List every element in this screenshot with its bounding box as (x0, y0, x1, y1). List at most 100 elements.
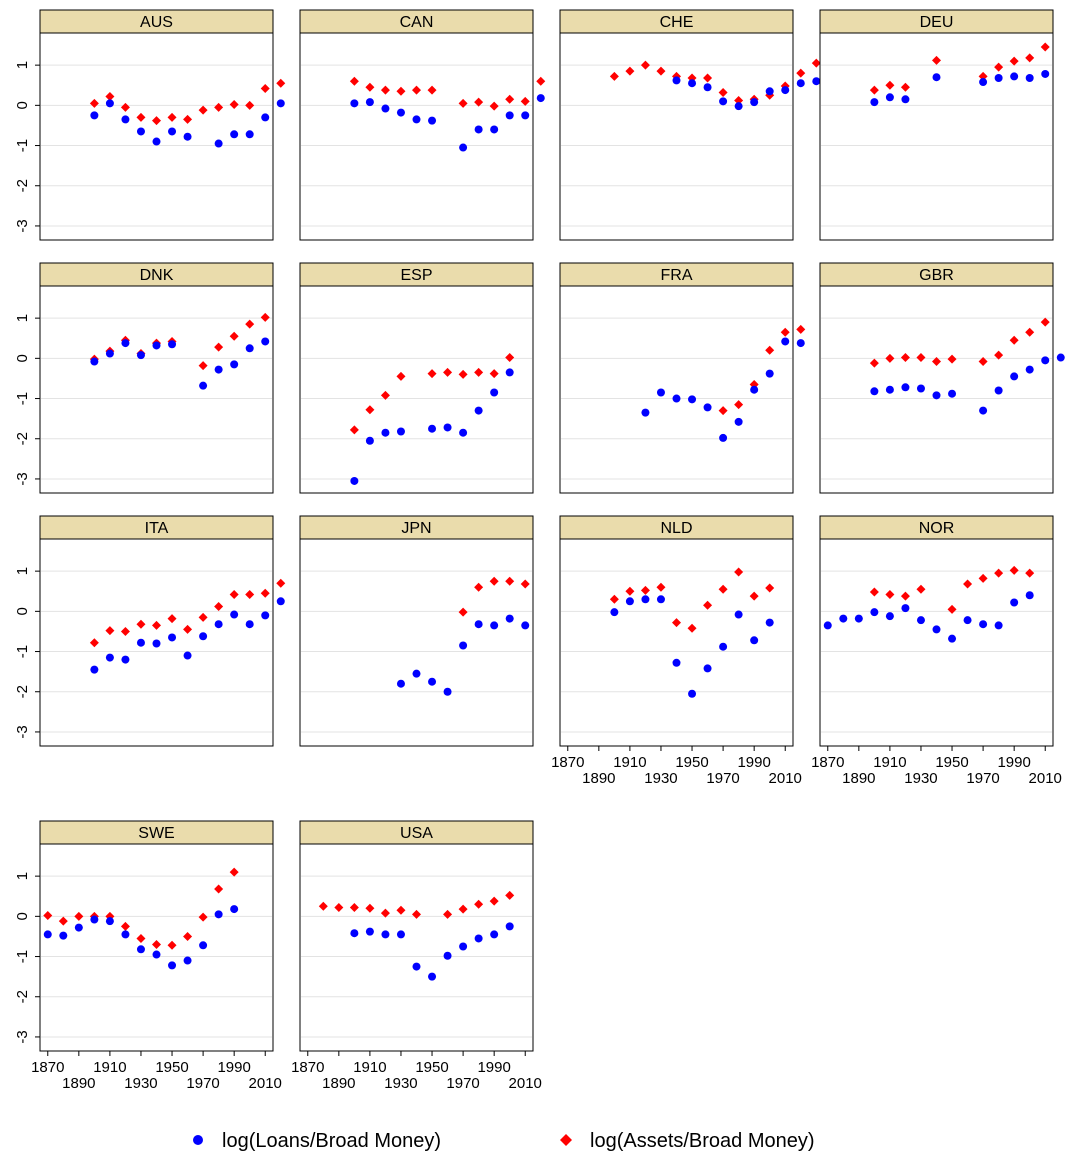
y-tick-label: -1 (14, 645, 31, 658)
assets-point (687, 623, 697, 633)
loans-point (261, 611, 270, 620)
assets-point (458, 98, 468, 108)
loans-point (823, 621, 832, 630)
assets-point (198, 612, 208, 622)
y-tick-label: -1 (14, 392, 31, 405)
loans-point (168, 633, 177, 642)
loans-point (105, 917, 114, 926)
assets-point (900, 591, 910, 601)
assets-point (120, 921, 130, 931)
x-tick-label: 2010 (509, 1075, 542, 1092)
loans-point (979, 406, 988, 415)
loans-point (121, 339, 130, 348)
loans-point (916, 384, 925, 393)
loans-point (994, 386, 1003, 395)
assets-point (214, 884, 224, 894)
loans-point (381, 104, 390, 113)
loans-point (901, 604, 910, 613)
loans-point (994, 621, 1003, 630)
panel-title: CAN (400, 14, 434, 31)
assets-point (245, 589, 255, 599)
loans-point (781, 86, 790, 95)
loans-point (136, 638, 145, 647)
loans-point (979, 78, 988, 87)
y-tick-label: -1 (14, 950, 31, 963)
loans-point (136, 351, 145, 360)
assets-point (900, 353, 910, 363)
assets-point (458, 904, 468, 914)
loans-point (74, 923, 83, 932)
assets-point (932, 357, 941, 367)
assets-point (105, 626, 115, 636)
loans-point (105, 653, 114, 662)
panel-swe: SWE 1 0 -1 -2 -3 18701890191019301950197019902… (14, 820, 282, 1092)
assets-point (349, 76, 359, 86)
assets-point (505, 890, 515, 900)
assets-point (609, 71, 619, 81)
loans-point (474, 620, 483, 629)
loans-point (703, 83, 712, 92)
loans-point (261, 337, 270, 346)
assets-point (780, 327, 790, 337)
loans-point (703, 664, 712, 673)
loans-point (276, 99, 285, 108)
loans-point (734, 610, 743, 619)
loans-point (381, 930, 390, 939)
assets-point (198, 361, 208, 371)
loans-point (183, 132, 192, 141)
x-tick-label: 1970 (706, 770, 739, 787)
panel-title: FRA (661, 267, 693, 284)
loans-point (443, 687, 452, 696)
assets-point (260, 588, 270, 598)
loans-point (796, 79, 805, 88)
loans-point (812, 77, 821, 86)
assets-point (458, 369, 468, 379)
assets-point (656, 582, 666, 592)
assets-point (380, 908, 390, 918)
assets-point (105, 91, 115, 101)
panel-title: NLD (660, 520, 692, 537)
loans-point (719, 97, 728, 106)
assets-point (520, 579, 530, 589)
loans-point (214, 139, 223, 148)
assets-point (796, 68, 806, 78)
loans-point (230, 360, 239, 369)
loans-point (505, 111, 514, 120)
assets-point (443, 909, 453, 919)
panel-plot-area (819, 32, 1054, 241)
assets-point (734, 567, 744, 577)
loans-point (396, 679, 405, 688)
assets-point (365, 82, 375, 92)
assets-point (718, 584, 728, 594)
loans-point (168, 127, 177, 136)
x-tick-label: 1870 (31, 1059, 64, 1076)
x-tick-label: 2010 (1029, 770, 1062, 787)
assets-point (474, 97, 484, 107)
assets-point (505, 353, 515, 363)
assets-point (214, 602, 224, 612)
assets-point (656, 66, 666, 76)
x-tick-label: 1870 (811, 754, 844, 771)
loans-point (839, 614, 848, 623)
loans-point (245, 620, 254, 629)
loans-point (719, 642, 728, 651)
assets-point (58, 916, 68, 926)
assets-point (427, 85, 437, 95)
assets-point (703, 73, 713, 83)
panel-title: USA (400, 825, 433, 842)
loans-point (765, 618, 774, 627)
loans-point (230, 130, 239, 139)
assets-point (505, 94, 515, 104)
assets-point (994, 568, 1004, 578)
assets-point (43, 911, 53, 921)
loans-point (168, 961, 177, 970)
loans-point (214, 620, 223, 629)
assets-point (947, 354, 957, 364)
assets-point (214, 342, 224, 352)
loans-point (672, 76, 681, 85)
assets-point (932, 55, 941, 65)
x-tick-label: 2010 (769, 770, 802, 787)
assets-point (474, 582, 484, 592)
assets-point (183, 114, 193, 124)
loans-point (443, 423, 452, 432)
